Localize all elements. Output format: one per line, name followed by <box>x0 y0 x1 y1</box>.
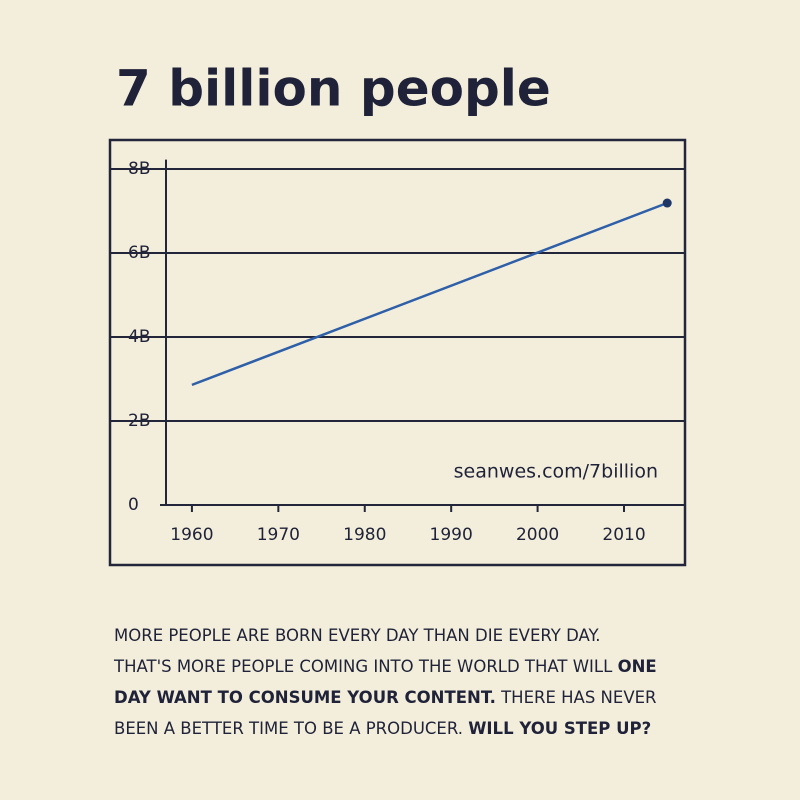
caption-text: THAT'S MORE PEOPLE COMING INTO THE WORLD… <box>113 657 618 676</box>
chart-title: 7 billion people <box>116 60 551 118</box>
x-tick-label: 1990 <box>430 525 473 545</box>
caption-text: ONE <box>618 657 657 676</box>
caption: MORE PEOPLE ARE BORN EVERY DAY THAN DIE … <box>113 626 657 738</box>
caption-line: THAT'S MORE PEOPLE COMING INTO THE WORLD… <box>113 657 657 676</box>
x-tick-label: 2010 <box>602 525 645 545</box>
x-tick-label: 1970 <box>257 525 300 545</box>
caption-text: THERE HAS NEVER <box>496 688 657 707</box>
y-tick-label: 0 <box>128 495 139 515</box>
x-tick-label: 2000 <box>516 525 559 545</box>
frame <box>108 138 687 567</box>
data-line <box>191 201 668 387</box>
caption-text: DAY WANT TO CONSUME YOUR CONTENT. <box>114 688 496 707</box>
caption-text: MORE PEOPLE ARE BORN EVERY DAY THAN DIE … <box>114 626 601 645</box>
data-point <box>662 198 672 208</box>
annotation: seanwes.com/7billion <box>454 461 658 483</box>
caption-line: DAY WANT TO CONSUME YOUR CONTENT. THERE … <box>114 688 657 707</box>
x-tick-label: 1960 <box>170 525 213 545</box>
caption-line: BEEN A BETTER TIME TO BE A PRODUCER. WIL… <box>114 719 651 738</box>
caption-text: BEEN A BETTER TIME TO BE A PRODUCER. <box>114 719 468 738</box>
caption-text: WILL YOU STEP UP? <box>468 719 651 738</box>
x-tick-label: 1980 <box>343 525 386 545</box>
caption-line: MORE PEOPLE ARE BORN EVERY DAY THAN DIE … <box>114 626 601 645</box>
